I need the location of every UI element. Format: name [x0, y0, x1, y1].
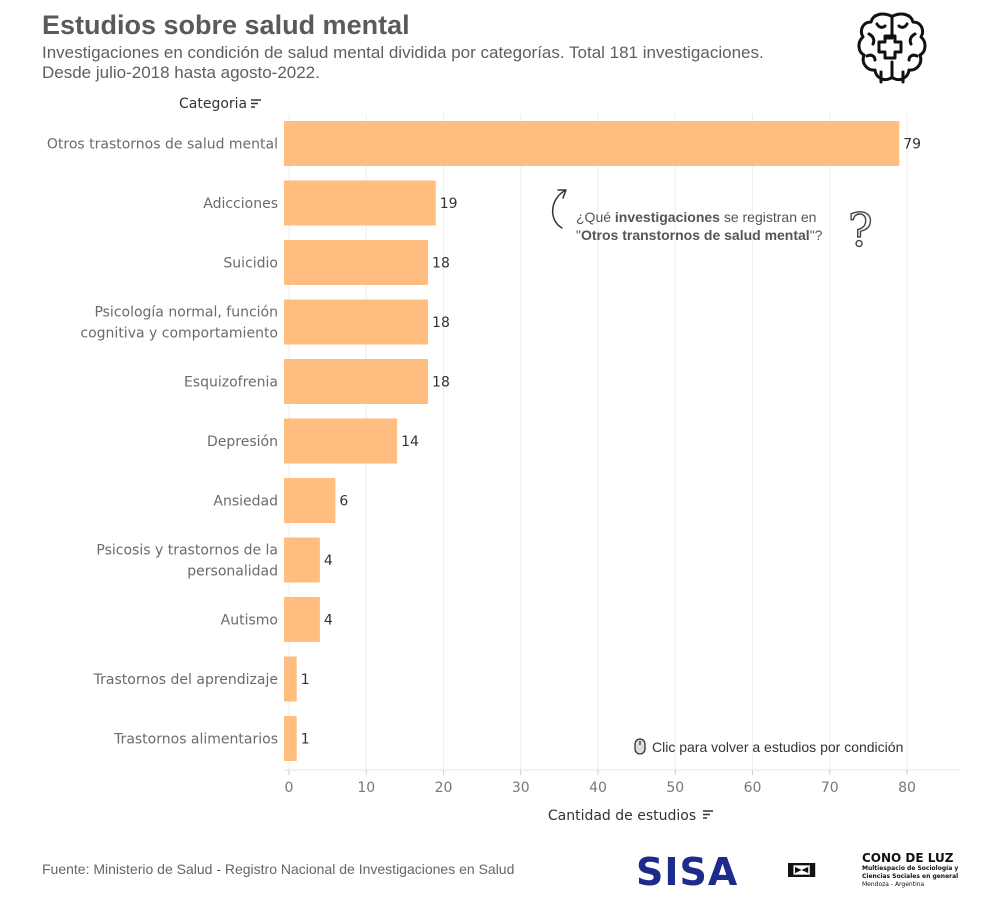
- x-tick-label: 30: [512, 780, 530, 796]
- curved-arrow-icon: [552, 189, 567, 229]
- bar-value-label: 1: [301, 672, 310, 688]
- x-tick-label: 40: [589, 780, 607, 796]
- bar-value-label: 14: [401, 434, 419, 450]
- category-label-line: Psicología normal, función: [94, 305, 278, 321]
- source-note: Fuente: Ministerio de Salud - Registro N…: [42, 861, 515, 877]
- category-label-line: Ansiedad: [213, 494, 278, 510]
- bar[interactable]: [284, 121, 900, 166]
- bar-value-label: 79: [903, 137, 921, 153]
- category-label[interactable]: Ansiedad: [213, 494, 278, 510]
- x-tick-label: 20: [435, 780, 453, 796]
- category-label[interactable]: Adicciones: [203, 196, 278, 212]
- category-label[interactable]: Trastornos alimentarios: [113, 732, 278, 748]
- annotation-question: ¿Qué investigaciones se registran en "Ot…: [576, 208, 822, 244]
- cono-de-luz-logo: [788, 863, 816, 877]
- category-label-line: Trastornos del aprendizaje: [93, 672, 278, 688]
- annotation-line-2: "Otros transtornos de salud mental"?: [576, 227, 823, 243]
- bar[interactable]: [284, 180, 436, 226]
- brain-medical-cross-icon: [857, 12, 927, 84]
- category-label-line: Otros trastornos de salud mental: [47, 137, 278, 153]
- bar[interactable]: [284, 299, 429, 345]
- x-axis-title: Cantidad de estudios: [548, 808, 696, 824]
- question-mark-icon: ?: [848, 203, 873, 257]
- category-label-line: cognitiva y comportamiento: [80, 326, 278, 342]
- category-label[interactable]: Psicosis y trastornos de la personalidad: [96, 543, 278, 580]
- bar-value-label: 18: [432, 375, 450, 391]
- category-label[interactable]: Depresión: [207, 434, 278, 450]
- chart-title: Estudios sobre salud mental: [42, 10, 410, 40]
- bar[interactable]: [284, 597, 320, 642]
- x-tick-label: 0: [285, 780, 294, 796]
- x-tick-label: 80: [898, 780, 916, 796]
- bar-value-label: 4: [324, 613, 333, 629]
- x-tick-label: 50: [666, 780, 684, 796]
- category-label-line: Depresión: [207, 434, 278, 450]
- chart-subtitle: Investigaciones en condición de salud me…: [42, 43, 842, 83]
- category-label-line: Autismo: [221, 613, 278, 629]
- mouse-icon: [634, 738, 646, 755]
- y-axis-header[interactable]: Categoria: [179, 96, 261, 112]
- bar[interactable]: [284, 537, 320, 583]
- bar-value-label: 1: [301, 732, 310, 748]
- cono-de-luz-title: CONO DE LUZ: [862, 851, 954, 865]
- category-label[interactable]: Otros trastornos de salud mental: [47, 137, 278, 153]
- x-axis-header[interactable]: Cantidad de estudios: [548, 808, 713, 824]
- sisa-logo: SISA: [636, 850, 739, 894]
- subtitle-line-1: Investigaciones en condición de salud me…: [42, 43, 764, 62]
- x-tick-label: 70: [821, 780, 839, 796]
- category-label[interactable]: Trastornos del aprendizaje: [93, 672, 278, 688]
- subtitle-line-2: Desde julio-2018 hasta agosto-2022.: [42, 63, 320, 82]
- category-label-line: Psicosis y trastornos de la: [96, 543, 278, 559]
- bar[interactable]: [284, 656, 297, 702]
- back-link-label: Clic para volver a estudios por condició…: [652, 738, 904, 755]
- back-to-conditions-button[interactable]: Clic para volver a estudios por condició…: [634, 738, 903, 755]
- bar-value-label: 19: [440, 196, 458, 212]
- x-axis: 0 10 20 30 40 50 60 70 80: [284, 769, 960, 796]
- bar-value-label: 4: [324, 553, 333, 569]
- bar-value-label: 6: [339, 494, 348, 510]
- bars: 79 Otros trastornos de salud mental 19 Adic…: [47, 121, 921, 761]
- category-label[interactable]: Psicología normal, función cognitiva y co…: [80, 305, 278, 342]
- category-label-line: Adicciones: [203, 196, 278, 212]
- cono-de-luz-subtitle-2: Ciencias Sociales en general: [862, 873, 959, 880]
- bar-value-label: 18: [432, 315, 450, 331]
- sort-icon[interactable]: [251, 99, 261, 108]
- bar[interactable]: [284, 478, 336, 523]
- bar-value-label: 18: [432, 256, 450, 272]
- x-tick-label: 60: [744, 780, 762, 796]
- cono-de-luz-subtitle-1: Multiespacio de Sociología y: [862, 865, 959, 872]
- category-label-line: Esquizofrenia: [184, 375, 278, 391]
- bar[interactable]: [284, 418, 398, 464]
- x-tick-label: 10: [357, 780, 375, 796]
- annotation-line-1: ¿Qué investigaciones se registran en: [576, 209, 817, 225]
- category-label-line: Suicidio: [223, 256, 278, 272]
- sort-icon[interactable]: [703, 810, 713, 819]
- bar[interactable]: [284, 359, 429, 404]
- category-label-line: personalidad: [187, 564, 278, 580]
- bar[interactable]: [284, 716, 297, 761]
- bar[interactable]: [284, 240, 429, 285]
- category-label[interactable]: Esquizofrenia: [184, 375, 278, 391]
- category-label[interactable]: Suicidio: [223, 256, 278, 272]
- category-label-line: Trastornos alimentarios: [113, 732, 278, 748]
- y-axis-title: Categoria: [179, 96, 247, 112]
- cono-de-luz-subtitle-3: Mendoza - Argentina: [862, 881, 925, 888]
- category-label[interactable]: Autismo: [221, 613, 278, 629]
